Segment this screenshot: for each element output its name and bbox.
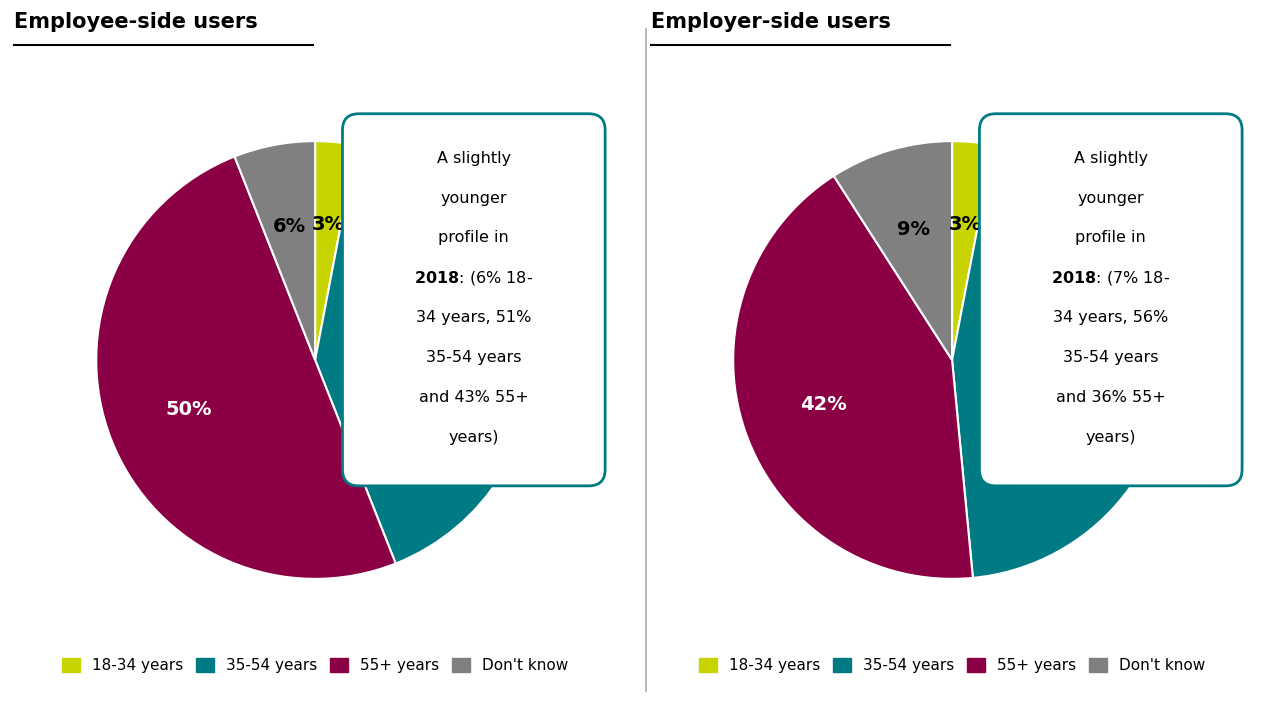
- Text: profile in: profile in: [1075, 230, 1146, 246]
- Text: 42%: 42%: [800, 395, 847, 414]
- Text: A slightly: A slightly: [1074, 150, 1148, 166]
- Wedge shape: [96, 156, 396, 579]
- Text: 35-54 years: 35-54 years: [1062, 350, 1158, 365]
- Text: 45%: 45%: [1064, 357, 1111, 376]
- Wedge shape: [952, 145, 1171, 578]
- Wedge shape: [833, 141, 952, 360]
- Text: Employee-side users: Employee-side users: [14, 12, 257, 32]
- Text: younger: younger: [1078, 191, 1144, 205]
- Wedge shape: [733, 176, 973, 579]
- Legend: 18-34 years, 35-54 years, 55+ years, Don't know: 18-34 years, 35-54 years, 55+ years, Don…: [691, 650, 1213, 680]
- Wedge shape: [234, 141, 315, 360]
- Text: younger: younger: [440, 191, 507, 205]
- Wedge shape: [315, 145, 534, 564]
- Text: 6%: 6%: [273, 217, 306, 236]
- Text: 3%: 3%: [948, 215, 982, 235]
- Text: 9%: 9%: [897, 220, 931, 239]
- FancyBboxPatch shape: [979, 114, 1242, 486]
- Text: 41%: 41%: [426, 338, 474, 356]
- Text: 34 years, 51%: 34 years, 51%: [416, 310, 531, 325]
- Text: and 43% 55+: and 43% 55+: [419, 390, 529, 405]
- Text: 34 years, 56%: 34 years, 56%: [1053, 310, 1169, 325]
- Text: and 36% 55+: and 36% 55+: [1056, 390, 1166, 405]
- Text: 3%: 3%: [311, 215, 344, 235]
- Text: years): years): [1085, 430, 1137, 445]
- Text: profile in: profile in: [439, 230, 509, 246]
- Text: 50%: 50%: [165, 400, 212, 420]
- Text: years): years): [448, 430, 499, 445]
- Text: A slightly: A slightly: [436, 150, 511, 166]
- Wedge shape: [952, 141, 993, 360]
- FancyBboxPatch shape: [343, 114, 605, 486]
- Text: $\mathbf{2018}$: (6% 18-: $\mathbf{2018}$: (6% 18-: [415, 269, 534, 287]
- Text: Employer-side users: Employer-side users: [652, 12, 891, 32]
- Wedge shape: [315, 141, 356, 360]
- Text: 35-54 years: 35-54 years: [426, 350, 521, 365]
- Legend: 18-34 years, 35-54 years, 55+ years, Don't know: 18-34 years, 35-54 years, 55+ years, Don…: [54, 650, 576, 680]
- Text: $\mathbf{2018}$: (7% 18-: $\mathbf{2018}$: (7% 18-: [1051, 269, 1170, 287]
